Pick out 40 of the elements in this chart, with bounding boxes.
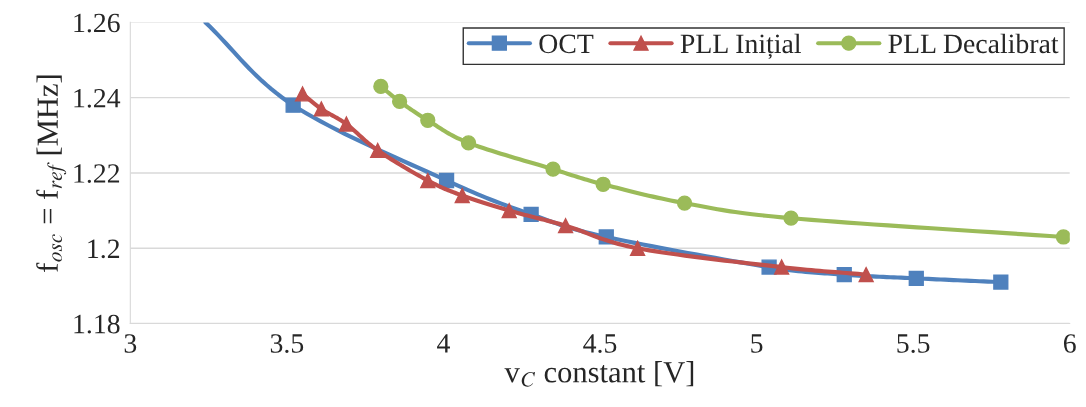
point bbox=[338, 116, 355, 132]
y-axis-title: f$_{osc}$ = f$_{ref}$ [MHz] bbox=[36, 75, 67, 272]
point bbox=[858, 266, 874, 283]
x-tick-label: 3 bbox=[124, 334, 137, 353]
legend-label: OCT bbox=[539, 34, 594, 54]
point bbox=[294, 86, 311, 102]
point bbox=[629, 240, 646, 256]
point bbox=[783, 210, 799, 226]
point bbox=[1055, 229, 1070, 245]
point bbox=[501, 202, 517, 219]
x-axis-title: v$_{C}$ constant [V] bbox=[504, 361, 694, 387]
point bbox=[773, 259, 790, 275]
x-tick-label: 6 bbox=[1063, 334, 1076, 353]
point bbox=[595, 176, 611, 192]
legend-label: PLL Inițial bbox=[680, 33, 801, 59]
x-tick-label: 4.5 bbox=[583, 334, 617, 353]
point bbox=[460, 135, 477, 151]
point bbox=[391, 93, 408, 110]
y-tick-label: 1.22 bbox=[74, 164, 120, 184]
point bbox=[438, 172, 455, 189]
legend-label: PLL Decalibrat bbox=[888, 33, 1059, 54]
y-tick-label: 1.2 bbox=[88, 239, 120, 259]
y-tick-label: 1.26 bbox=[74, 13, 120, 33]
x-tick-label: 4 bbox=[437, 334, 450, 353]
y-tick-label: 1.24 bbox=[74, 88, 121, 108]
point bbox=[370, 142, 386, 159]
point bbox=[908, 270, 924, 287]
y-tick-label: 1.18 bbox=[74, 314, 120, 334]
point bbox=[454, 187, 470, 204]
point bbox=[993, 274, 1009, 290]
point bbox=[557, 218, 574, 234]
x-tick-label: 5 bbox=[751, 334, 763, 353]
point bbox=[420, 172, 436, 189]
x-tick-label: 3.5 bbox=[270, 334, 304, 353]
point bbox=[676, 195, 693, 211]
point bbox=[313, 101, 329, 117]
point bbox=[545, 161, 561, 177]
point bbox=[420, 112, 436, 128]
x-tick-label: 5.5 bbox=[897, 334, 930, 353]
point bbox=[373, 78, 389, 95]
